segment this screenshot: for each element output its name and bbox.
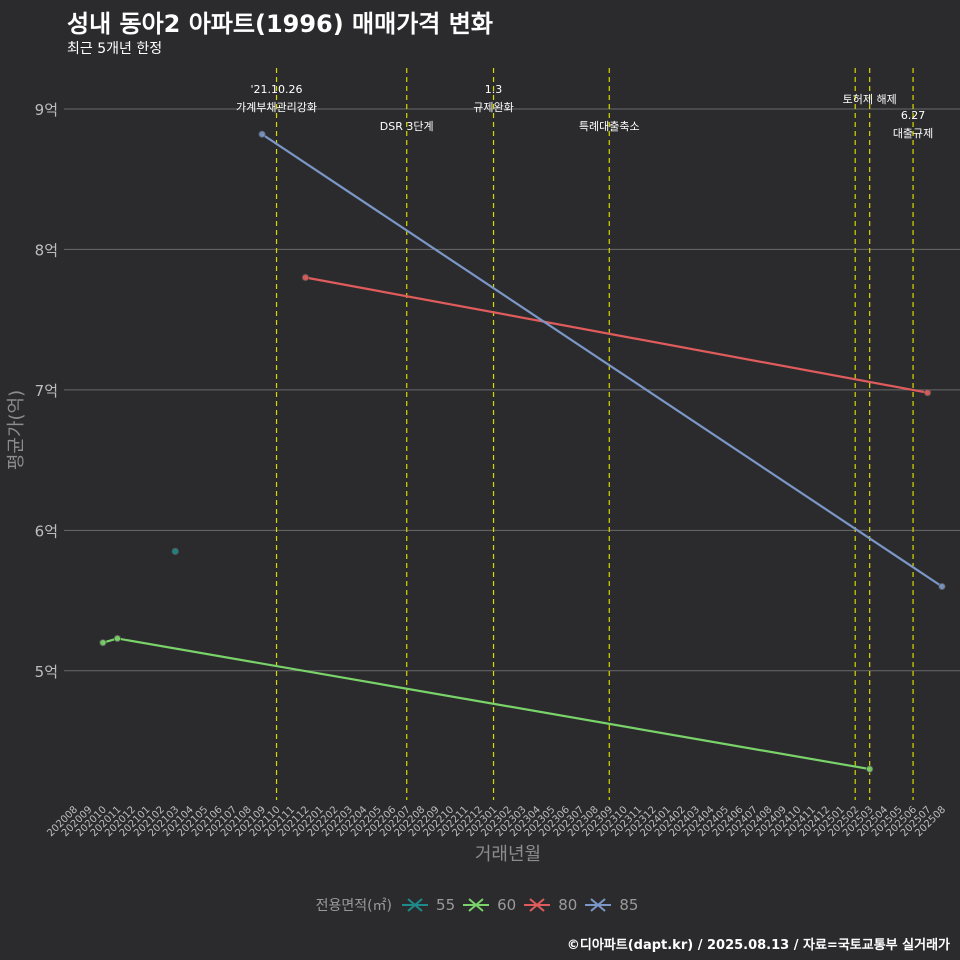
data-point-60 <box>99 639 107 647</box>
series-line-60 <box>102 637 870 771</box>
legend: 전용면적(㎡) 55 60 80 85 <box>0 895 960 915</box>
legend-items: 55 60 80 85 <box>400 895 644 915</box>
y-tick-label: 6억 <box>35 522 58 540</box>
legend-item-55: 55 <box>400 895 455 915</box>
chart-title: 성내 동아2 아파트(1996) 매매가격 변화 <box>67 10 493 38</box>
legend-label: 80 <box>558 896 578 914</box>
event-annotation: 대출규제 <box>893 127 933 140</box>
series-layer <box>99 130 946 773</box>
event-annotation: '21.10.26 <box>251 83 303 96</box>
axis-layer: 5억6억7억8억9억202008202009202010202011202012… <box>35 101 948 839</box>
y-tick-label: 7억 <box>35 382 58 400</box>
y-tick-label: 5억 <box>35 663 58 681</box>
y-tick-label: 8억 <box>35 241 58 259</box>
x-axis-label: 거래년월 <box>475 844 541 865</box>
data-point-55 <box>171 547 179 555</box>
chart-subtitle: 최근 5개년 한정 <box>67 41 163 57</box>
series-line-85 <box>261 133 943 588</box>
source-caption: ©디아파트(dapt.kr) / 2025.08.13 / 자료=국토교통부 실… <box>566 938 950 953</box>
event-annotation: 1.3 <box>485 83 503 96</box>
data-point-80 <box>301 273 310 282</box>
event-annotation: 가계부채관리강화 <box>236 101 317 114</box>
event-annotation: 특례대출축소 <box>579 120 640 133</box>
grid-layer <box>64 108 960 672</box>
data-point-85 <box>258 130 266 138</box>
data-point-85 <box>938 582 946 591</box>
legend-label: 85 <box>619 896 639 914</box>
event-annotation: 6.27 <box>901 109 926 122</box>
series-line-80 <box>305 276 928 394</box>
legend-title: 전용면적(㎡) <box>315 898 393 914</box>
event-annotation: 규제완화 <box>473 101 513 114</box>
legend-item-60: 60 <box>461 895 516 915</box>
legend-key-icon <box>402 898 429 912</box>
legend-item-80: 80 <box>522 895 577 915</box>
data-point-80 <box>923 389 932 397</box>
legend-key-icon <box>585 898 612 912</box>
legend-label: 60 <box>497 896 517 914</box>
data-point-60 <box>866 765 874 773</box>
event-annotation: 토허제 해제 <box>843 92 897 106</box>
legend-label: 55 <box>436 896 456 914</box>
legend-key-icon <box>524 898 551 912</box>
legend-key-icon <box>463 898 490 912</box>
legend-item-85: 85 <box>583 895 638 915</box>
y-tick-label: 9억 <box>35 101 58 119</box>
event-annotation: DSR 3단계 <box>380 120 434 133</box>
data-point-60 <box>113 634 122 643</box>
y-axis-label: 평균가(억) <box>6 390 27 470</box>
